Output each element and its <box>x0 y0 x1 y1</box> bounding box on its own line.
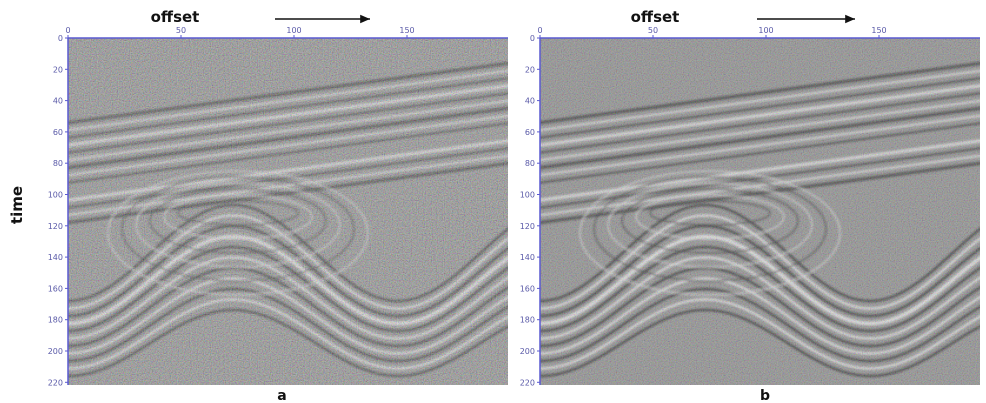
x-tick-label: 50 <box>176 26 186 35</box>
y-tick-label: 80 <box>525 159 535 168</box>
noise <box>540 38 980 385</box>
x-tick-label: 150 <box>399 26 414 35</box>
y-tick-label: 80 <box>53 159 63 168</box>
y-tick-label: 40 <box>525 97 535 106</box>
y-tick-label: 200 <box>48 347 63 356</box>
y-tick-label: 60 <box>525 128 535 137</box>
y-tick-label: 220 <box>520 378 535 387</box>
y-tick-label: 140 <box>48 253 63 262</box>
seismic-image <box>540 38 980 385</box>
y-tick-label: 100 <box>520 191 535 200</box>
y-tick-label: 0 <box>530 34 535 43</box>
y-tick-label: 180 <box>520 316 535 325</box>
y-axis-label: time <box>8 186 26 224</box>
y-tick-label: 160 <box>48 284 63 293</box>
seismic-image <box>68 38 508 385</box>
x-tick-label: 0 <box>537 26 542 35</box>
noise <box>68 38 508 385</box>
y-tick-label: 180 <box>48 316 63 325</box>
x-tick-label: 0 <box>65 26 70 35</box>
panel-title: offset <box>151 8 200 26</box>
y-tick-label: 60 <box>53 128 63 137</box>
y-tick-label: 200 <box>520 347 535 356</box>
x-tick-label: 150 <box>871 26 886 35</box>
panel-title: offset <box>631 8 680 26</box>
panel-label: b <box>760 388 770 403</box>
panel-label: a <box>277 388 286 403</box>
y-tick-label: 20 <box>525 65 535 74</box>
y-tick-label: 120 <box>48 222 63 231</box>
y-tick-label: 160 <box>520 284 535 293</box>
y-tick-label: 0 <box>58 34 63 43</box>
x-tick-label: 50 <box>648 26 658 35</box>
x-tick-label: 100 <box>758 26 773 35</box>
y-tick-label: 40 <box>53 97 63 106</box>
x-tick-label: 100 <box>286 26 301 35</box>
y-tick-label: 100 <box>48 191 63 200</box>
y-tick-label: 140 <box>520 253 535 262</box>
y-tick-label: 20 <box>53 65 63 74</box>
y-tick-label: 120 <box>520 222 535 231</box>
y-tick-label: 220 <box>48 378 63 387</box>
